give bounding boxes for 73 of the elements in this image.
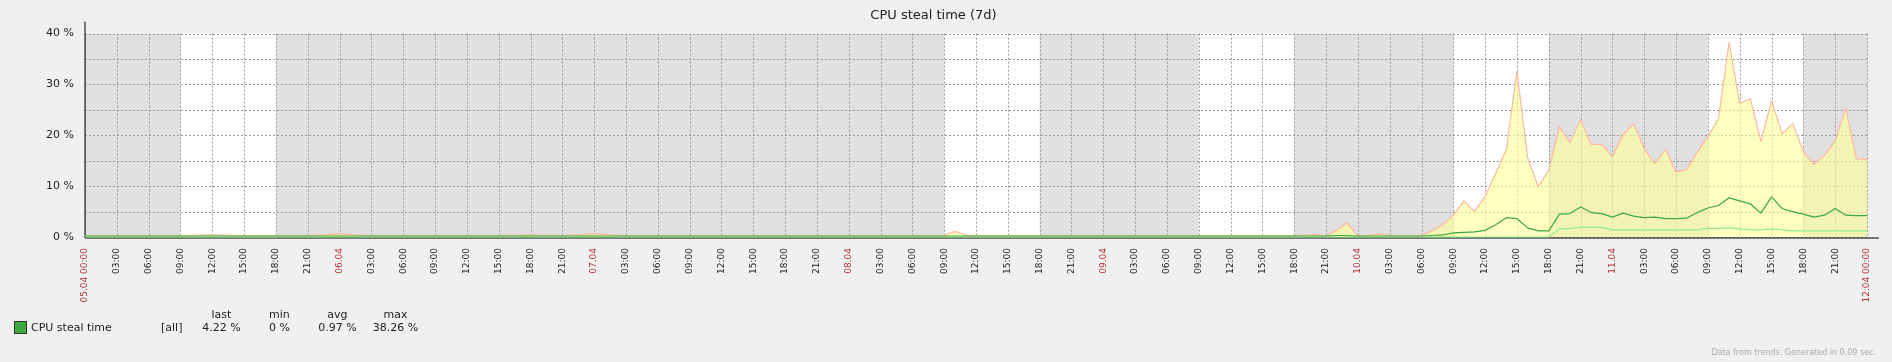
text: 0 %	[267, 321, 291, 334]
x-tick-label: 03:00	[620, 247, 631, 274]
x-tick-label: 15:00	[747, 247, 758, 274]
x-tick-label: 12:00	[461, 247, 472, 274]
y-tick-label: 30 %	[46, 77, 74, 91]
x-tick-label: 21:00	[556, 247, 567, 274]
text: min	[268, 308, 291, 321]
x-tick-label: 12:00	[970, 247, 981, 274]
x-tick-label: 18:00	[524, 247, 535, 274]
text: 4.22 %	[201, 321, 242, 334]
x-tick-label: 09:00	[174, 247, 185, 274]
text: 0.97 %	[317, 321, 358, 334]
x-tick-label: 12:00	[715, 247, 726, 274]
text: avg	[326, 308, 349, 321]
x-tick-label: 10.04	[1352, 247, 1363, 274]
x-tick-label: 09:00	[1193, 247, 1204, 274]
x-tick-label: 18:00	[1033, 247, 1044, 274]
x-tick-label: 12:00	[1479, 247, 1490, 274]
x-tick-label: 21:00	[1320, 247, 1331, 274]
x-tick-label: 18:00	[270, 247, 281, 274]
x-tick-label: 12:00	[1224, 247, 1235, 274]
x-tick-label: 21:00	[302, 247, 313, 274]
x-tick-label: 15:00	[1765, 247, 1776, 274]
x-tick-label: 06.04	[333, 247, 344, 274]
y-tick-label: 0 %	[53, 229, 74, 243]
x-tick-label: 21:00	[811, 247, 822, 274]
x-tick-label: 15:00	[1002, 247, 1013, 274]
x-tick-label: 09:00	[1447, 247, 1458, 274]
x-tick-label: 12:00	[206, 247, 217, 274]
x-tick-label: 06:00	[906, 247, 917, 274]
x-tick-label: 03:00	[1638, 247, 1649, 274]
x-tick-label: 21:00	[1065, 247, 1076, 274]
y-tick-label: 40 %	[46, 26, 74, 40]
x-tick-label: 06:00	[142, 247, 153, 274]
legend-label: CPU steal time	[31, 321, 113, 334]
x-tick-label: 15:00	[1256, 247, 1267, 274]
x-tick-label: 08.04	[843, 247, 854, 274]
x-tick-label: 15:00	[238, 247, 249, 274]
x-tick-label: 21:00	[1574, 247, 1585, 274]
x-tick-label: 07.04	[588, 247, 599, 274]
x-tick-label: 03:00	[365, 247, 376, 274]
x-tick-label: 18:00	[779, 247, 790, 274]
y-tick-label: 10 %	[46, 179, 74, 193]
x-tick-label: 06:00	[652, 247, 663, 274]
x-tick-label: 06:00	[397, 247, 408, 274]
text: last	[210, 308, 233, 321]
y-tick-label: 20 %	[46, 128, 74, 142]
x-tick-label: 09:00	[938, 247, 949, 274]
chart-title: CPU steal time (7d)	[870, 7, 997, 23]
x-tick-label: 15:00	[1511, 247, 1522, 274]
x-tick-label: 12:00	[1734, 247, 1745, 274]
x-tick-label: 05.04 00:00	[79, 247, 90, 303]
x-tick-label: 18:00	[1797, 247, 1808, 274]
x-tick-label: 06:00	[1415, 247, 1426, 274]
x-tick-label: 21:00	[1829, 247, 1840, 274]
x-tick-label: 09:00	[429, 247, 440, 274]
text: max	[382, 308, 409, 321]
x-tick-label: 09.04	[1097, 247, 1108, 274]
x-tick-label: 15:00	[493, 247, 504, 274]
text: 38.26 %	[371, 321, 420, 334]
text: [all]	[161, 321, 183, 334]
x-tick-label: 11.04	[1606, 247, 1617, 274]
x-tick-label: 18:00	[1288, 247, 1299, 274]
x-tick-label: 03:00	[874, 247, 885, 274]
x-tick-label: 09:00	[683, 247, 694, 274]
x-tick-label: 18:00	[1543, 247, 1554, 274]
x-tick-label: 03:00	[1129, 247, 1140, 274]
x-tick-label: 12.04 00:00	[1861, 247, 1872, 303]
x-tick-label: 09:00	[1702, 247, 1713, 274]
x-tick-label: 03:00	[1384, 247, 1395, 274]
x-tick-label: 03:00	[111, 247, 122, 274]
x-tick-label: 06:00	[1670, 247, 1681, 274]
x-tick-label: 06:00	[1161, 247, 1172, 274]
